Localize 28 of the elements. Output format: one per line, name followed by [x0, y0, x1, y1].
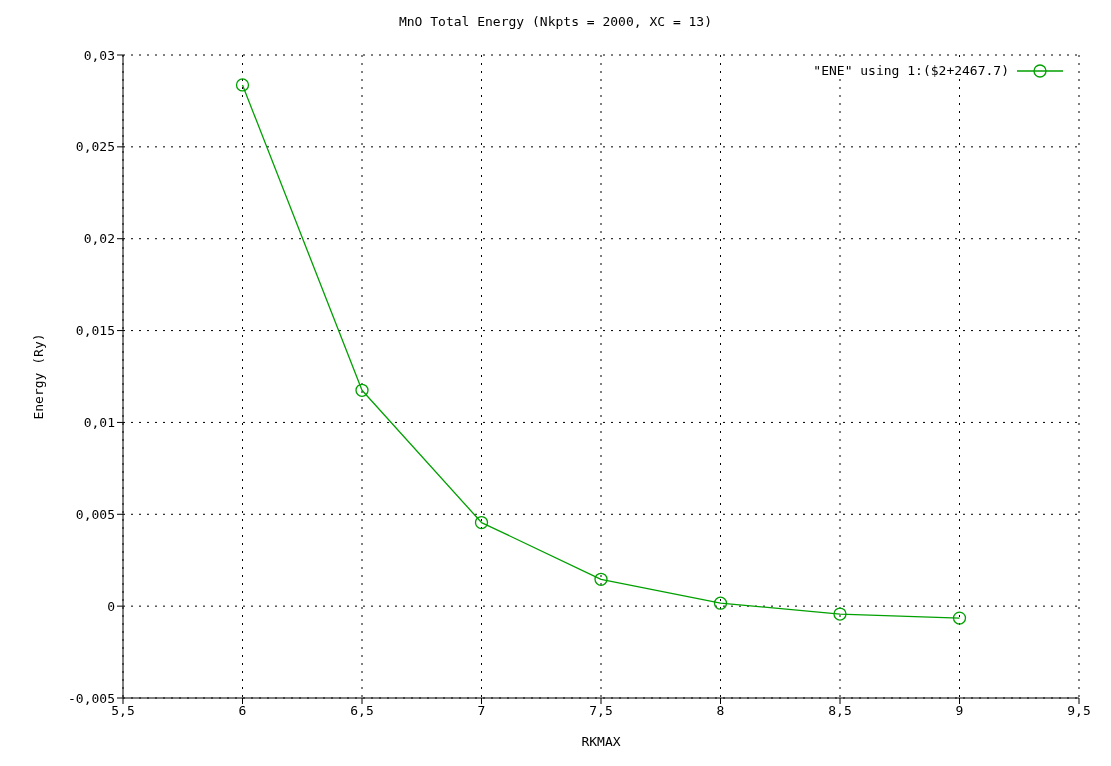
x-tick-label: 6 [238, 703, 247, 719]
point [952, 611, 967, 625]
y-tick-label: 0,01 [83, 415, 115, 431]
x-tick-label: 6,5 [350, 703, 374, 719]
x-tick-label: 8 [716, 703, 725, 719]
y-tick-label: 0,02 [83, 231, 115, 247]
legend-label: "ENE" using 1:($2+2467.7) [813, 63, 1009, 78]
point [474, 515, 489, 530]
y-tick-label: -0,005 [68, 690, 115, 706]
y-tick-label: 0 [107, 598, 115, 614]
point [713, 596, 728, 610]
point [355, 383, 369, 397]
x-tick-label: 9 [955, 703, 964, 719]
chart-title: MnO Total Energy (Nkpts = 2000, XC = 13) [397, 14, 714, 29]
x-tick-label: 7 [477, 703, 486, 719]
x-axis-title: RKMAX [581, 734, 621, 749]
point [594, 572, 608, 586]
x-tick-label: 8,5 [828, 703, 852, 719]
y-axis-title: Energy (Ry) [30, 333, 46, 420]
y-tick-label: 0,005 [75, 506, 115, 522]
x-tick-label: 9,5 [1067, 703, 1091, 719]
y-tick-label: 0,015 [75, 323, 115, 339]
y-tick-label: 0,03 [83, 47, 115, 63]
point [833, 607, 847, 621]
point [235, 78, 250, 92]
y-tick-label: 0,025 [75, 139, 115, 155]
x-tick-label: 7,5 [589, 703, 613, 719]
x-tick-label: 5,5 [111, 703, 135, 719]
